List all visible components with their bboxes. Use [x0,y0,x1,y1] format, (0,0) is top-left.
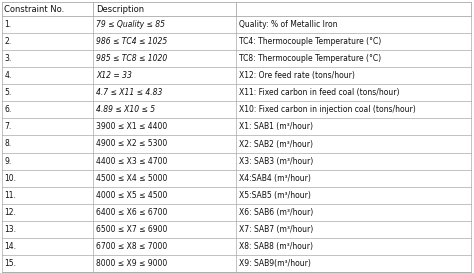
Text: 3.: 3. [4,54,12,63]
Text: 1.: 1. [4,20,12,29]
Text: 986 ≤ TC4 ≤ 1025: 986 ≤ TC4 ≤ 1025 [96,37,167,46]
Bar [2,255,471,272]
Text: 4900 ≤ X2 ≤ 5300: 4900 ≤ X2 ≤ 5300 [96,140,167,149]
Text: TC8: Thermocouple Temperature (°C): TC8: Thermocouple Temperature (°C) [239,54,381,63]
Text: X1: SAB1 (m³/hour): X1: SAB1 (m³/hour) [239,122,313,131]
Text: 7.: 7. [4,122,12,131]
Bar [2,101,471,118]
Bar [2,50,471,67]
Bar [2,33,471,50]
Text: 11.: 11. [4,191,17,200]
Text: 4000 ≤ X5 ≤ 4500: 4000 ≤ X5 ≤ 4500 [96,191,167,200]
Text: 985 ≤ TC8 ≤ 1020: 985 ≤ TC8 ≤ 1020 [96,54,167,63]
Bar [2,2,471,16]
Text: Constraint No.: Constraint No. [4,4,65,13]
Text: 15.: 15. [4,259,17,268]
Text: 4.: 4. [4,71,12,80]
Text: TC4: Thermocouple Temperature (°C): TC4: Thermocouple Temperature (°C) [239,37,381,46]
Text: X3: SAB3 (m³/hour): X3: SAB3 (m³/hour) [239,157,313,165]
Text: X12 = 33: X12 = 33 [96,71,132,80]
Bar [2,221,471,238]
Text: X7: SAB7 (m³/hour): X7: SAB7 (m³/hour) [239,225,313,234]
Bar [2,204,471,221]
Bar [2,67,471,84]
Text: X8: SAB8 (m³/hour): X8: SAB8 (m³/hour) [239,242,313,251]
Text: 5.: 5. [4,88,12,97]
Text: X9: SAB9(m³/hour): X9: SAB9(m³/hour) [239,259,311,268]
Text: X4:SAB4 (m³/hour): X4:SAB4 (m³/hour) [239,174,311,183]
Text: 8000 ≤ X9 ≤ 9000: 8000 ≤ X9 ≤ 9000 [96,259,167,268]
Bar [2,135,471,153]
Text: 6.: 6. [4,105,12,114]
Text: X10: Fixed carbon in injection coal (tons/hour): X10: Fixed carbon in injection coal (ton… [239,105,416,114]
Text: 4400 ≤ X3 ≤ 4700: 4400 ≤ X3 ≤ 4700 [96,157,167,165]
Text: 6700 ≤ X8 ≤ 7000: 6700 ≤ X8 ≤ 7000 [96,242,167,251]
Text: X11: Fixed carbon in feed coal (tons/hour): X11: Fixed carbon in feed coal (tons/hou… [239,88,400,97]
Bar [2,238,471,255]
Bar [2,187,471,204]
Bar [2,118,471,135]
Text: X12: Ore feed rate (tons/hour): X12: Ore feed rate (tons/hour) [239,71,355,80]
Bar [2,16,471,33]
Text: 13.: 13. [4,225,17,234]
Bar [2,153,471,170]
Text: 4.89 ≤ X10 ≤ 5: 4.89 ≤ X10 ≤ 5 [96,105,155,114]
Text: 6400 ≤ X6 ≤ 6700: 6400 ≤ X6 ≤ 6700 [96,208,167,217]
Text: 9.: 9. [4,157,12,165]
Text: 79 ≤ Quality ≤ 85: 79 ≤ Quality ≤ 85 [96,20,165,29]
Text: Quality: % of Metallic Iron: Quality: % of Metallic Iron [239,20,337,29]
Text: Description: Description [96,4,144,13]
Text: 14.: 14. [4,242,17,251]
Text: X5:SAB5 (m³/hour): X5:SAB5 (m³/hour) [239,191,311,200]
Bar [2,84,471,101]
Text: 2.: 2. [4,37,12,46]
Text: 10.: 10. [4,174,17,183]
Text: 8.: 8. [4,140,12,149]
Bar [2,170,471,187]
Text: 3900 ≤ X1 ≤ 4400: 3900 ≤ X1 ≤ 4400 [96,122,167,131]
Text: 6500 ≤ X7 ≤ 6900: 6500 ≤ X7 ≤ 6900 [96,225,167,234]
Text: X6: SAB6 (m³/hour): X6: SAB6 (m³/hour) [239,208,313,217]
Text: X2: SAB2 (m³/hour): X2: SAB2 (m³/hour) [239,140,313,149]
Text: 4.7 ≤ X11 ≤ 4.83: 4.7 ≤ X11 ≤ 4.83 [96,88,162,97]
Text: 4500 ≤ X4 ≤ 5000: 4500 ≤ X4 ≤ 5000 [96,174,167,183]
Text: 12.: 12. [4,208,17,217]
